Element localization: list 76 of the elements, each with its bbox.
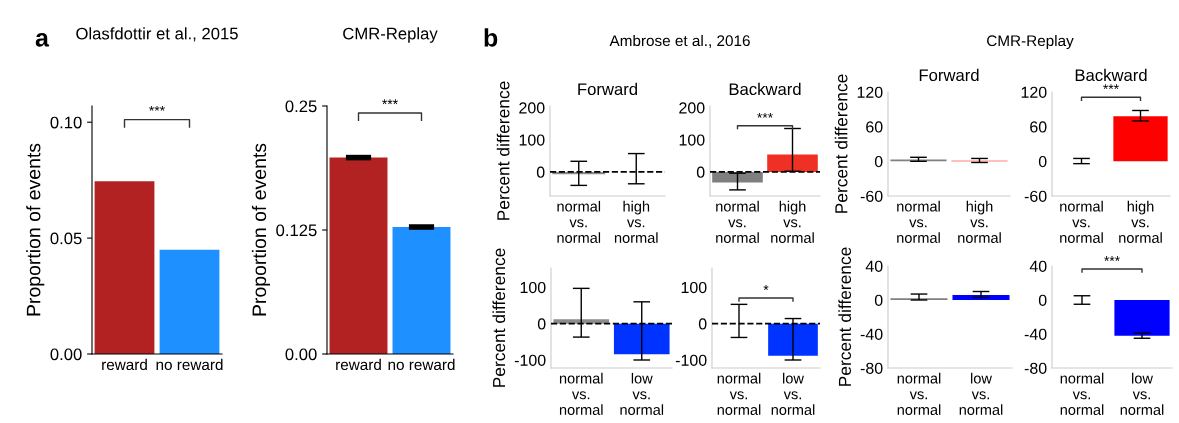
x-tick-label: high vs. normal — [1119, 200, 1162, 243]
x-tick-label: low vs. normal — [771, 372, 815, 415]
y-tick-label: -60 — [860, 190, 883, 202]
text: *** — [1104, 256, 1120, 261]
x-tick-label: low vs. normal — [959, 372, 1003, 415]
y-tick-label: 0.05 — [50, 232, 82, 245]
x-tick-label: low vs. normal — [1120, 372, 1164, 415]
y-tick-label: 0 — [1038, 294, 1047, 306]
x-tick-label: normal vs. normal — [559, 372, 603, 415]
text: Ambrose et al., 2016 — [609, 34, 750, 48]
y-tick-label: -40 — [1024, 328, 1047, 340]
y-tick-label: 200 — [519, 102, 545, 114]
y-tick-label: -100 — [514, 354, 546, 366]
text: a — [35, 33, 50, 47]
y-axis-title: Proportion of events — [251, 143, 271, 316]
y-tick-label: 60 — [1030, 121, 1047, 133]
y-tick-label: 0.00 — [50, 348, 82, 361]
y-tick-label: 0.10 — [50, 116, 82, 129]
y-tick-label: -40 — [860, 328, 883, 340]
y-tick-label: 100 — [520, 281, 546, 294]
annotation: *** — [757, 112, 773, 118]
x-tick-label: normal vs. normal — [897, 200, 940, 243]
chart-title: Forward — [578, 82, 637, 96]
x-tick-label: normal vs. normal — [716, 200, 759, 243]
text: CMR-Replay — [987, 34, 1074, 50]
y-tick-label: -80 — [860, 362, 883, 374]
y-axis-title: Percent difference — [834, 74, 848, 213]
y-tick-label: 0 — [874, 294, 883, 306]
y-tick-label: 100 — [519, 134, 545, 146]
x-tick-label: normal vs. normal — [897, 372, 941, 415]
chart-title: Backward — [1075, 68, 1147, 82]
y-tick-label: 100 — [681, 281, 707, 294]
chart-title: Backward — [729, 82, 801, 96]
x-tick-label: high vs. normal — [958, 200, 1001, 243]
y-tick-label: 0 — [1038, 155, 1047, 168]
y-tick-label: 0 — [696, 166, 705, 178]
y-axis-title: Percent difference — [496, 81, 510, 220]
x-tick-label: reward — [336, 358, 381, 371]
x-tick-label: high vs. normal — [614, 200, 658, 243]
y-axis-title: Percent difference — [492, 248, 506, 387]
y-axis-title: Proportion of events — [26, 143, 45, 316]
y-tick-label: -100 — [675, 354, 707, 366]
x-tick-label: normal vs. normal — [717, 372, 761, 415]
y-axis-title: Percent difference — [838, 247, 852, 386]
x-tick-label: normal vs. normal — [1060, 372, 1104, 415]
y-tick-label: 40 — [865, 260, 883, 272]
y-tick-label: 0.25 — [285, 100, 317, 113]
y-tick-label: -60 — [1024, 190, 1047, 202]
x-tick-label: reward — [102, 358, 147, 371]
chart-title: Forward — [919, 68, 979, 82]
y-tick-label: 40 — [1029, 260, 1047, 272]
y-tick-label: 120 — [1021, 86, 1047, 98]
x-tick-label: high vs. normal — [771, 200, 814, 243]
x-tick-label: no reward — [388, 358, 455, 371]
annotation: *** — [149, 105, 165, 111]
x-tick-label: normal vs. normal — [557, 200, 601, 243]
y-tick-label: -80 — [1024, 362, 1047, 374]
annotation: * — [763, 285, 769, 290]
y-tick-label: 200 — [679, 102, 705, 114]
chart-title: CMR-Replay — [343, 27, 438, 43]
y-tick-label: 0 — [698, 318, 707, 330]
chart-title: Olasfdottir et al., 2015 — [76, 27, 238, 42]
y-tick-label: 0 — [874, 155, 883, 168]
x-tick-label: low vs. normal — [620, 372, 664, 415]
y-tick-label: 0 — [536, 166, 545, 178]
y-tick-label: 120 — [857, 86, 883, 98]
text: *** — [1103, 84, 1119, 90]
y-tick-label: 0.00 — [285, 348, 317, 361]
x-tick-label: normal vs. normal — [1060, 200, 1103, 243]
text: b — [484, 28, 498, 47]
y-tick-label: 100 — [679, 134, 705, 146]
y-tick-label: 0 — [537, 318, 546, 330]
y-tick-label: 60 — [866, 121, 883, 133]
text: *** — [382, 99, 398, 105]
y-tick-label: 0.125 — [276, 224, 317, 237]
x-tick-label: no reward — [156, 358, 223, 371]
